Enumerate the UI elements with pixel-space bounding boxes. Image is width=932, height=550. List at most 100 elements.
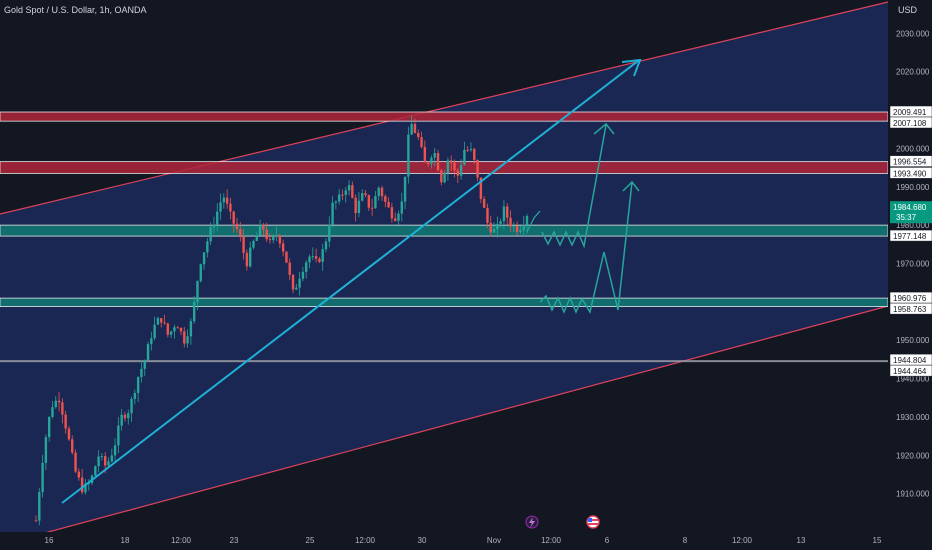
candle-body: [54, 400, 57, 408]
candle-body: [384, 196, 387, 202]
candle-body: [113, 445, 117, 456]
time-tick-label: 12:00: [732, 536, 753, 545]
candle-body: [305, 262, 308, 272]
price-label-badge: [889, 167, 932, 179]
event-markers[interactable]: [525, 515, 600, 529]
time-axis-background: [0, 532, 932, 550]
candle-body: [120, 414, 123, 426]
candle-body: [479, 177, 483, 199]
candle-body: [525, 216, 529, 225]
candle-body: [262, 224, 265, 230]
candle-body: [502, 206, 506, 222]
candle-body: [74, 452, 77, 472]
candle-body: [192, 301, 196, 322]
candle-body: [380, 187, 384, 197]
candle-body: [140, 368, 143, 378]
candle-body: [166, 323, 170, 335]
candle-body: [156, 318, 160, 325]
candle-body: [370, 207, 374, 209]
candle-body: [209, 227, 212, 242]
candle-body: [136, 377, 140, 393]
candle-body: [367, 195, 371, 208]
price-label-value: 1958.763: [893, 305, 927, 314]
price-tick-label: 1930.000: [896, 413, 930, 422]
candle-body: [80, 477, 84, 493]
candle-body: [252, 240, 255, 248]
candle-body: [295, 287, 298, 290]
candle-body: [176, 327, 179, 329]
candle-body: [453, 162, 456, 171]
price-label-value: 1993.490: [893, 169, 927, 178]
channel-lower-line: [0, 305, 889, 546]
candle-body: [183, 331, 186, 344]
time-tick-label: 15: [873, 536, 882, 545]
price-label-badge: [889, 155, 932, 167]
candle-body: [232, 211, 235, 224]
candle-body: [225, 197, 229, 204]
time-tick-label: 30: [418, 536, 427, 545]
candle-body: [410, 123, 413, 135]
candle-body: [426, 162, 430, 164]
price-label-badge: [889, 116, 932, 129]
candle-body: [245, 252, 249, 267]
candle-body: [248, 247, 252, 267]
candle-body: [150, 338, 153, 345]
candle-body: [265, 229, 268, 240]
candle-body: [107, 461, 110, 466]
candle-body: [522, 224, 525, 231]
candle-body: [328, 224, 331, 242]
candle-body: [57, 400, 61, 403]
price-label-value: 1977.148: [893, 232, 927, 241]
candle-body: [219, 202, 222, 212]
candle-body: [397, 213, 400, 221]
candle-body: [433, 153, 436, 158]
time-tick-label: 25: [306, 536, 315, 545]
candle-body: [298, 278, 301, 288]
time-tick-label: 12:00: [171, 536, 192, 545]
zone-resistance-upper: [0, 111, 889, 122]
candle-body: [403, 176, 407, 202]
analysis-drawings: [61, 58, 642, 504]
candle-body: [38, 492, 41, 521]
candle-body: [318, 258, 321, 262]
candle-body: [173, 327, 176, 332]
candle-body: [44, 437, 48, 463]
projection-head-lower: [622, 180, 640, 192]
candle-body: [179, 327, 183, 332]
candle-body: [291, 274, 295, 290]
flag-stripe: [588, 523, 598, 525]
candle-body: [430, 157, 433, 164]
candlestick-series: [34, 115, 529, 526]
candle-body: [512, 225, 516, 227]
candle-body: [496, 223, 499, 230]
candle-body: [117, 425, 120, 446]
candle-body: [222, 197, 226, 203]
candle-body: [407, 134, 410, 177]
candle-body: [94, 466, 97, 476]
time-tick-label: 12:00: [541, 536, 562, 545]
candle-body: [321, 249, 324, 262]
candle-body: [127, 413, 130, 419]
candle-body: [84, 483, 87, 493]
candle-body: [361, 193, 364, 201]
candle-body: [61, 402, 64, 415]
candle-body: [301, 271, 305, 279]
currency-label[interactable]: USD: [898, 5, 918, 15]
candle-body: [420, 137, 423, 148]
time-tick-label: Nov: [487, 536, 501, 545]
candle-body: [473, 148, 476, 160]
candle-body: [153, 324, 156, 339]
candle-body: [41, 462, 44, 493]
candle-body: [77, 471, 81, 478]
candle-body: [417, 132, 420, 138]
candle-body: [377, 187, 380, 197]
projection-path-lower: [539, 181, 633, 314]
candle-body: [163, 322, 166, 324]
candle-body: [67, 428, 71, 440]
price-tick-label: 1970.000: [896, 259, 930, 268]
candle-body: [34, 520, 38, 522]
trend-arrow-line: [61, 60, 639, 504]
candle-body: [97, 456, 100, 467]
